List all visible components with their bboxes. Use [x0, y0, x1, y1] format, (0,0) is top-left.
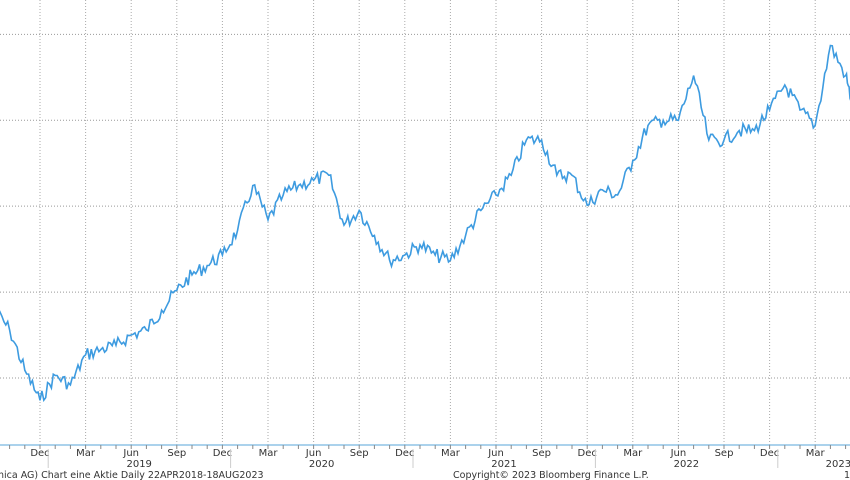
month-tick-label: Mar [806, 448, 826, 459]
month-tick-label: Jun [487, 448, 504, 459]
month-tick-label: Mar [623, 448, 643, 459]
month-tick-label: Jun [122, 448, 139, 459]
footer-copyright: Copyright© 2023 Bloomberg Finance L.P. [453, 470, 649, 480]
month-tick-label: Jun [305, 448, 322, 459]
month-tick-label: Dec [578, 448, 597, 459]
footer-page: 1 [844, 470, 850, 480]
year-tick-label: 2021 [491, 459, 516, 470]
month-tick-label: Dec [30, 448, 49, 459]
month-tick-label: Mar [441, 448, 461, 459]
year-tick-label: 2022 [674, 459, 699, 470]
month-tick-label: Jun [670, 448, 687, 459]
month-tick-label: Mar [76, 448, 96, 459]
x-axis-ticks: Dec Mar Jun Sep Dec Mar Jun Sep Dec Mar Jun Sep Dec M… [9, 445, 850, 470]
month-tick-label: Dec [760, 448, 779, 459]
footer-description: nica AG) Chart eine Aktie Daily 22APR201… [0, 470, 264, 480]
year-tick-label: 2019 [126, 459, 151, 470]
month-tick-label: Dec [395, 448, 414, 459]
month-tick-label: Sep [350, 448, 369, 459]
gridlines [0, 0, 850, 445]
price-line [0, 44, 850, 403]
month-tick-label: Dec [213, 448, 232, 459]
month-tick-label: Sep [715, 448, 734, 459]
month-tick-label: Sep [167, 448, 186, 459]
month-tick-label: Mar [259, 448, 279, 459]
year-tick-label: 2023 [826, 459, 850, 470]
year-tick-label: 2020 [309, 459, 334, 470]
month-tick-label: Sep [532, 448, 551, 459]
